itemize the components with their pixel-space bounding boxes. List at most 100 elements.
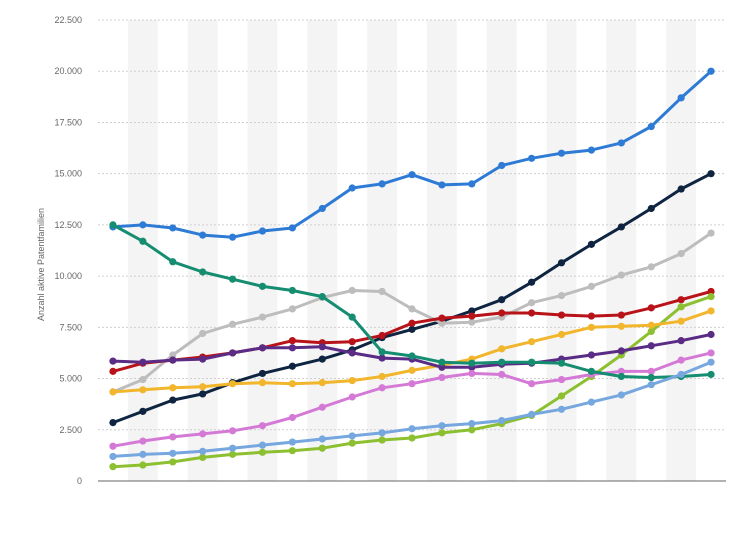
data-point: [617, 347, 625, 355]
data-point: [169, 224, 177, 232]
series-10: [109, 358, 715, 461]
data-point: [199, 447, 207, 455]
data-point: [587, 146, 596, 154]
data-point: [468, 359, 476, 367]
data-point: [348, 393, 356, 401]
data-point: [318, 355, 326, 363]
y-axis-label: Anzahl aktive Patentfamilien: [36, 208, 46, 321]
data-point: [169, 351, 177, 359]
data-point: [468, 312, 476, 320]
data-point: [258, 441, 267, 449]
data-point: [408, 366, 416, 374]
data-point: [528, 338, 536, 346]
data-point: [288, 413, 296, 422]
data-point: [617, 139, 625, 147]
data-point: [348, 349, 356, 357]
data-point: [408, 319, 416, 327]
data-point: [707, 67, 715, 75]
y-tick-label: 2.500: [59, 425, 82, 435]
y-tick-label: 17.500: [54, 117, 82, 127]
column-band: [367, 20, 398, 481]
series-6: [109, 307, 715, 396]
data-point: [528, 309, 536, 317]
data-point: [587, 323, 596, 331]
data-point: [109, 388, 117, 396]
data-point: [348, 432, 356, 440]
data-point: [348, 286, 356, 295]
data-point: [139, 386, 147, 394]
data-point: [199, 383, 207, 391]
data-point: [228, 320, 237, 328]
data-point: [587, 282, 596, 290]
data-point: [109, 463, 117, 471]
data-point: [438, 429, 446, 437]
column-bands: [127, 20, 697, 481]
data-point: [348, 338, 356, 346]
data-point: [647, 342, 655, 350]
data-point: [199, 268, 207, 276]
data-point: [258, 227, 267, 235]
data-point: [707, 293, 715, 301]
data-point: [109, 357, 117, 365]
data-point: [378, 429, 386, 437]
data-point: [378, 331, 386, 340]
y-tick-label: 5.000: [59, 374, 82, 384]
data-point: [438, 422, 446, 430]
data-point: [348, 377, 356, 385]
data-point: [468, 369, 476, 378]
data-point: [288, 362, 296, 370]
data-point: [647, 327, 655, 336]
y-tick-label: 22.500: [54, 15, 82, 25]
data-point: [707, 349, 715, 357]
series-8: [109, 349, 715, 450]
data-point: [707, 330, 715, 339]
data-point: [677, 370, 685, 379]
data-point: [228, 444, 237, 452]
data-point: [139, 461, 147, 469]
data-point: [498, 161, 506, 170]
data-point: [139, 407, 147, 415]
data-point: [139, 437, 147, 445]
data-point: [557, 330, 566, 339]
data-point: [677, 356, 685, 364]
data-point: [199, 329, 207, 338]
data-point: [378, 372, 386, 381]
data-point: [288, 305, 296, 313]
data-point: [707, 229, 715, 237]
data-point: [139, 450, 147, 458]
data-point: [468, 318, 476, 326]
data-point: [528, 380, 536, 388]
data-point: [438, 373, 446, 382]
data-point: [318, 204, 326, 213]
column-band: [187, 20, 218, 481]
data-point: [707, 370, 715, 379]
data-point: [498, 296, 506, 304]
data-point: [228, 275, 237, 283]
column-band: [247, 20, 278, 481]
data-point: [707, 170, 715, 178]
data-point: [318, 343, 326, 351]
data-point: [647, 204, 655, 213]
y-tick-label: 20.000: [54, 66, 82, 76]
data-point: [468, 426, 476, 434]
data-point: [528, 410, 536, 419]
data-point: [318, 379, 326, 387]
data-point: [498, 416, 506, 425]
data-point: [199, 231, 207, 239]
data-point: [139, 375, 147, 384]
data-point: [258, 448, 267, 456]
data-point: [169, 458, 177, 466]
data-point: [677, 303, 685, 311]
data-point: [408, 352, 416, 360]
data-point: [647, 381, 655, 389]
data-point: [587, 367, 596, 375]
data-point: [557, 259, 566, 267]
data-point: [408, 305, 416, 313]
data-point: [258, 369, 267, 378]
data-point: [199, 355, 207, 363]
data-point: [498, 358, 506, 366]
series-1: [109, 67, 715, 241]
data-point: [528, 278, 536, 286]
column-band: [486, 20, 517, 481]
